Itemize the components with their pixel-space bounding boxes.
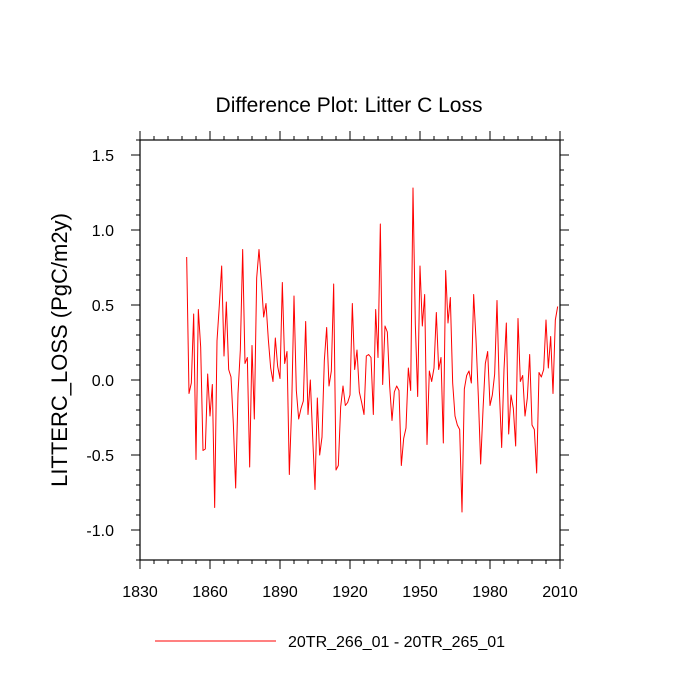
x-tick-label: 1890 [262, 584, 298, 601]
chart-title: Difference Plot: Litter C Loss [216, 94, 483, 117]
x-tick-label: 1980 [472, 584, 508, 601]
plot-frame [139, 139, 561, 561]
x-tick-label: 1830 [122, 584, 158, 601]
y-axis-label: LITTERC_LOSS (PgC/m2y) [47, 213, 72, 487]
y-tick-label: -0.5 [86, 448, 114, 465]
y-tick-label: 1.5 [92, 148, 114, 165]
tick-labels: 1830 1860 1890 1920 1950 1980 2010 1.5 1.0 0.5 0.0… [86, 148, 577, 601]
y-tick-label: -1.0 [86, 523, 114, 540]
x-tick-label: 1920 [332, 584, 368, 601]
y-tick-label: 0.5 [92, 298, 114, 315]
y-tick-label: 0.0 [92, 373, 114, 390]
legend: 20TR_266_01 - 20TR_265_01 [155, 634, 505, 651]
legend-label: 20TR_266_01 - 20TR_265_01 [288, 634, 505, 651]
x-tick-label: 2010 [542, 584, 578, 601]
series-line [186, 187, 559, 513]
x-tick-label: 1950 [402, 584, 438, 601]
axis-ticks [131, 131, 569, 569]
x-tick-label: 1860 [192, 584, 228, 601]
y-tick-label: 1.0 [92, 223, 114, 240]
